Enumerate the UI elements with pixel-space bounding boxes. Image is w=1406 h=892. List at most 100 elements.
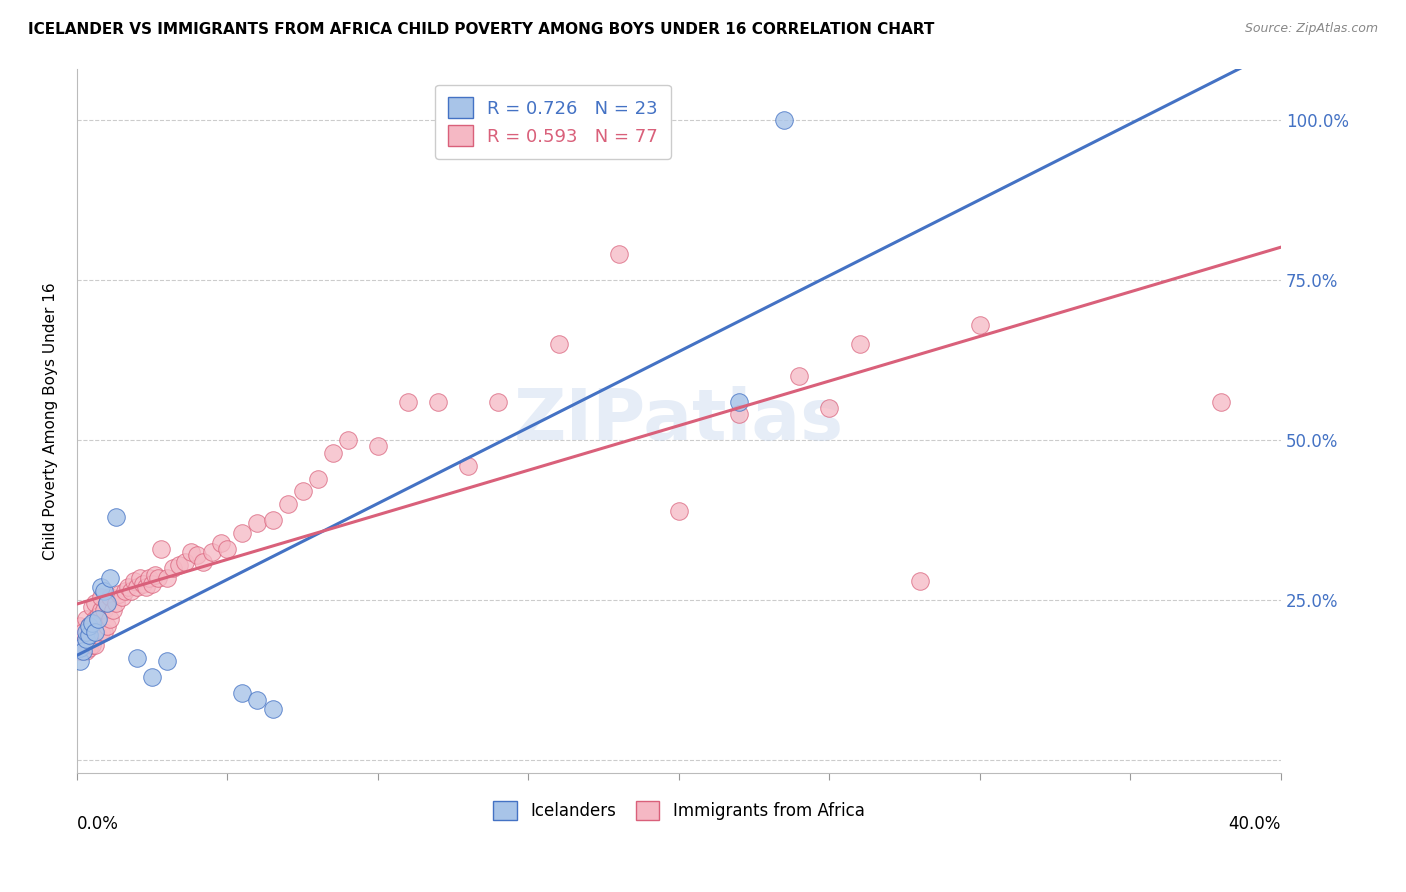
Text: ZIPatlas: ZIPatlas: [513, 386, 844, 455]
Point: [129, 571, 152, 585]
Point: [180, 545, 202, 559]
Point: [90, 603, 112, 617]
Text: ICELANDER VS IMMIGRANTS FROM AFRICA CHILD POVERTY AMONG BOYS UNDER 16 CORRELATIO: ICELANDER VS IMMIGRANTS FROM AFRICA CHIL…: [28, 22, 935, 37]
Point: [69, 641, 91, 656]
Point: [336, 433, 359, 447]
Point: [90, 590, 112, 604]
Point: [143, 567, 166, 582]
Point: [105, 596, 128, 610]
Point: [125, 581, 148, 595]
Point: [193, 555, 215, 569]
Point: [75, 625, 97, 640]
Point: [77, 619, 100, 633]
Point: [156, 571, 179, 585]
Point: [90, 581, 112, 595]
Point: [84, 638, 107, 652]
Point: [69, 654, 91, 668]
Point: [141, 670, 163, 684]
Point: [277, 497, 299, 511]
Point: [307, 471, 329, 485]
Legend: Icelanders, Immigrants from Africa: Icelanders, Immigrants from Africa: [485, 792, 873, 829]
Point: [122, 574, 145, 588]
Point: [231, 686, 253, 700]
Point: [167, 558, 190, 572]
Point: [101, 603, 124, 617]
Text: 40.0%: 40.0%: [1229, 815, 1281, 833]
Point: [217, 541, 239, 556]
Point: [93, 583, 115, 598]
Point: [87, 612, 110, 626]
Point: [141, 577, 163, 591]
Point: [174, 555, 197, 569]
Point: [77, 619, 100, 633]
Point: [93, 603, 115, 617]
Point: [146, 571, 169, 585]
Point: [322, 446, 344, 460]
Point: [262, 513, 284, 527]
Point: [186, 549, 208, 563]
Point: [162, 561, 184, 575]
Point: [75, 612, 97, 626]
Point: [96, 596, 118, 610]
Point: [150, 541, 173, 556]
Point: [789, 369, 811, 384]
Point: [72, 644, 94, 658]
Point: [246, 692, 269, 706]
Point: [818, 401, 841, 415]
Point: [262, 702, 284, 716]
Point: [80, 615, 103, 630]
Point: [75, 644, 97, 658]
Point: [969, 318, 991, 332]
Point: [728, 394, 751, 409]
Point: [96, 596, 118, 610]
Point: [84, 625, 107, 640]
Point: [69, 632, 91, 646]
Point: [138, 571, 160, 585]
Point: [90, 625, 112, 640]
Point: [135, 581, 157, 595]
Point: [98, 590, 121, 604]
Point: [75, 632, 97, 646]
Point: [98, 571, 121, 585]
Point: [105, 510, 128, 524]
Point: [87, 628, 110, 642]
Point: [93, 625, 115, 640]
Text: Source: ZipAtlas.com: Source: ZipAtlas.com: [1244, 22, 1378, 36]
Point: [547, 337, 569, 351]
Point: [291, 484, 314, 499]
Point: [1209, 394, 1232, 409]
Point: [486, 394, 509, 409]
Point: [72, 625, 94, 640]
Point: [120, 583, 142, 598]
Point: [457, 458, 479, 473]
Point: [607, 247, 630, 261]
Point: [209, 535, 232, 549]
Point: [84, 612, 107, 626]
Point: [98, 612, 121, 626]
Point: [773, 112, 796, 127]
Point: [125, 651, 148, 665]
Point: [201, 545, 224, 559]
Point: [84, 596, 107, 610]
Point: [80, 619, 103, 633]
Point: [132, 577, 155, 591]
Point: [117, 581, 139, 595]
Point: [908, 574, 931, 588]
Point: [96, 619, 118, 633]
Point: [367, 440, 389, 454]
Point: [69, 644, 91, 658]
Point: [87, 609, 110, 624]
Point: [396, 394, 419, 409]
Point: [69, 619, 91, 633]
Point: [80, 599, 103, 614]
Point: [75, 632, 97, 646]
Y-axis label: Child Poverty Among Boys Under 16: Child Poverty Among Boys Under 16: [44, 282, 58, 559]
Point: [246, 516, 269, 531]
Point: [108, 587, 131, 601]
Point: [72, 638, 94, 652]
Text: 0.0%: 0.0%: [77, 815, 118, 833]
Point: [111, 590, 134, 604]
Point: [728, 408, 751, 422]
Point: [77, 628, 100, 642]
Point: [80, 638, 103, 652]
